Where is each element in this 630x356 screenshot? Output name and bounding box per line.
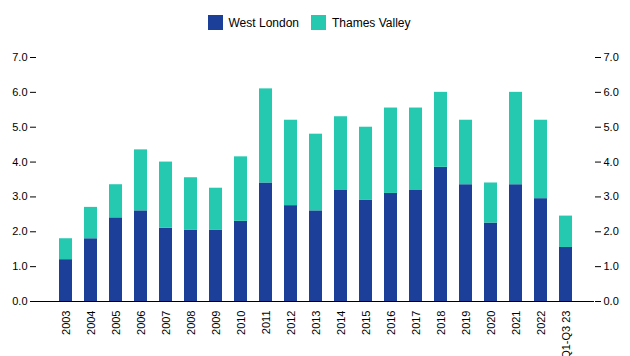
svg-text:2011: 2011 (260, 311, 272, 335)
svg-text:2020: 2020 (485, 311, 497, 335)
svg-text:5.0: 5.0 (12, 121, 27, 133)
svg-text:7.0: 7.0 (604, 51, 619, 63)
svg-text:4.0: 4.0 (12, 156, 27, 168)
svg-text:2.0: 2.0 (604, 225, 619, 237)
svg-text:2006: 2006 (135, 311, 147, 335)
svg-text:0.0: 0.0 (604, 295, 619, 307)
svg-text:2022: 2022 (535, 311, 547, 335)
svg-text:1.0: 1.0 (604, 260, 619, 272)
svg-text:Q1-Q3 23: Q1-Q3 23 (560, 311, 572, 356)
svg-text:5.0: 5.0 (604, 121, 619, 133)
html-text:Thames Valley: Thames Valley (332, 15, 411, 30)
svg-text:2018: 2018 (435, 311, 447, 335)
svg-text:3.0: 3.0 (12, 190, 27, 202)
svg-text:2021: 2021 (510, 311, 522, 335)
svg-text:2008: 2008 (185, 311, 197, 335)
svg-text:6.0: 6.0 (604, 86, 619, 98)
svg-text:2009: 2009 (210, 311, 222, 335)
svg-text:4.0: 4.0 (604, 156, 619, 168)
svg-text:2013: 2013 (310, 311, 322, 335)
svg-text:2.0: 2.0 (12, 225, 27, 237)
html-text:West London: West London (228, 15, 299, 30)
svg-text:6.0: 6.0 (12, 86, 27, 98)
svg-text:2003: 2003 (60, 311, 72, 335)
svg-text:2016: 2016 (385, 311, 397, 335)
svg-text:2017: 2017 (410, 311, 422, 335)
svg-text:7.0: 7.0 (12, 51, 27, 63)
svg-text:2005: 2005 (110, 311, 122, 335)
svg-text:2019: 2019 (460, 311, 472, 335)
svg-text:2004: 2004 (85, 311, 97, 335)
svg-text:0.0: 0.0 (12, 295, 27, 307)
svg-text:2010: 2010 (235, 311, 247, 335)
svg-text:1.0: 1.0 (12, 260, 27, 272)
svg-text:2007: 2007 (160, 311, 172, 335)
svg-text:2012: 2012 (285, 311, 297, 335)
svg-text:2015: 2015 (360, 311, 372, 335)
svg-text:3.0: 3.0 (604, 190, 619, 202)
svg-text:2014: 2014 (335, 311, 347, 335)
